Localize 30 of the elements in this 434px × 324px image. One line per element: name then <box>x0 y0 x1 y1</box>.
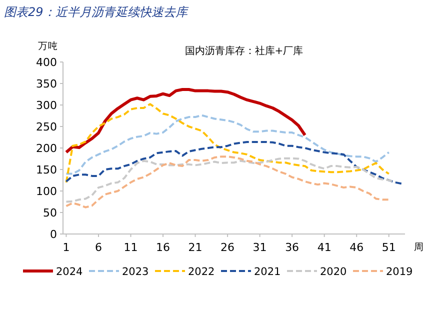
y-tick-label: 250 <box>36 120 57 134</box>
y-tick-label: 50 <box>43 206 57 220</box>
x-tick-label: 46 <box>350 241 364 254</box>
x-tick-label: 1 <box>62 241 70 254</box>
y-tick-label: 0 <box>50 228 57 241</box>
legend-label: 2024 <box>56 266 84 278</box>
legend-label: 2023 <box>122 266 149 278</box>
legend-label: 2022 <box>188 266 215 278</box>
x-axis-title: 周 <box>414 242 424 253</box>
legend-label: 2020 <box>320 266 347 278</box>
x-tick-label: 51 <box>382 241 396 254</box>
y-tick-label: 400 <box>36 56 57 69</box>
y-tick-label: 200 <box>36 142 57 155</box>
x-tick-label: 36 <box>285 241 300 254</box>
x-tick-label: 6 <box>94 241 102 254</box>
y-tick-label: 350 <box>36 78 57 90</box>
y-axis-title: 万吨 <box>38 40 58 52</box>
x-tick-label: 31 <box>252 241 267 254</box>
y-tick-label: 150 <box>36 164 57 176</box>
x-tick-label: 16 <box>156 241 170 254</box>
y-tick-label: 100 <box>36 185 57 198</box>
legend-label: 2019 <box>386 266 413 278</box>
x-tick-label: 41 <box>317 241 332 254</box>
x-tick-label: 26 <box>220 241 235 254</box>
y-tick-label: 300 <box>36 99 57 112</box>
legend-label: 2021 <box>254 266 281 278</box>
x-tick-label: 21 <box>188 241 202 254</box>
chart-subtitle: 国内沥青库存：社库+厂库 <box>184 45 304 57</box>
x-tick-label: 11 <box>124 241 138 254</box>
chart-title: 图表29：近半月沥青延续快速去库 <box>4 5 190 19</box>
